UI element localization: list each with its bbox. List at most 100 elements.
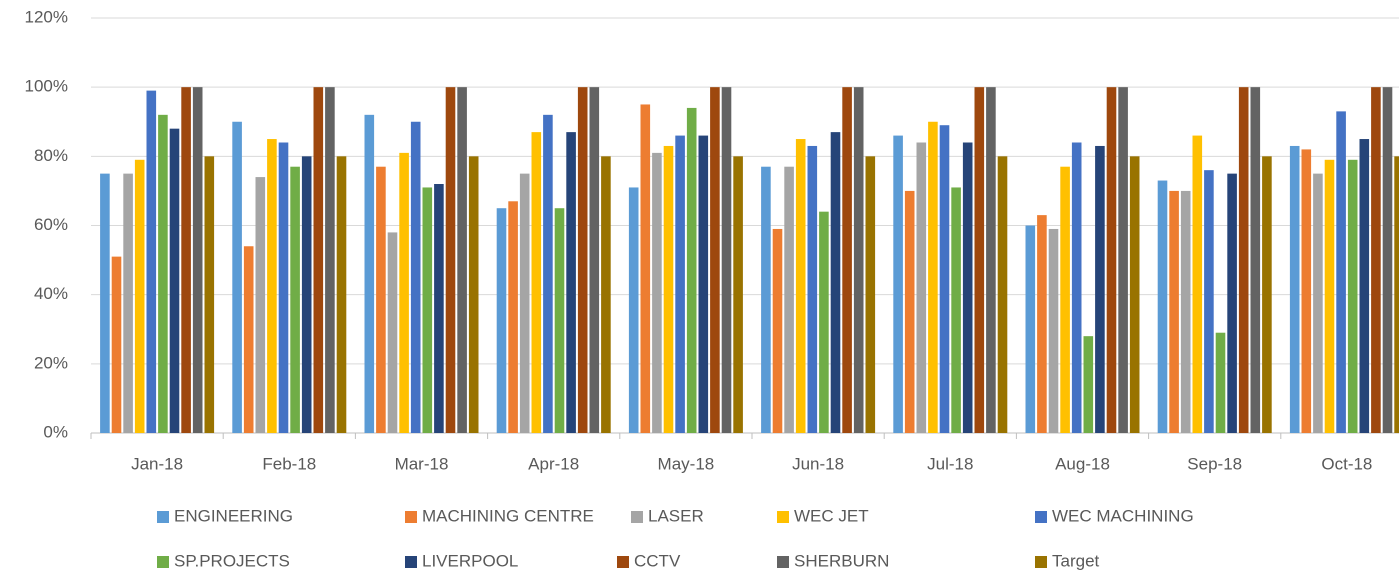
bar: [146, 90, 157, 433]
legend-swatch: [777, 556, 789, 568]
bar: [710, 87, 720, 434]
bar: [434, 184, 444, 433]
bar: [243, 246, 254, 433]
bar: [1083, 336, 1094, 433]
legend-swatch: [777, 511, 789, 523]
bar: [601, 156, 611, 434]
x-tick-label: Feb-18: [262, 454, 316, 473]
bar: [1336, 111, 1346, 433]
bar: [325, 87, 335, 434]
bar: [1204, 170, 1214, 433]
bar: [865, 156, 876, 434]
x-tick-label: Jun-18: [792, 454, 844, 473]
legend-label: SHERBURN: [794, 551, 889, 570]
bar: [686, 107, 697, 434]
bar: [640, 104, 651, 433]
bar: [519, 173, 530, 433]
bar: [1095, 145, 1105, 434]
bar: [1382, 87, 1393, 434]
bar: [1250, 87, 1261, 434]
x-tick-label: Jul-18: [927, 454, 973, 473]
bar: [1106, 87, 1117, 434]
legend-label: SP.PROJECTS: [174, 551, 290, 570]
legend-swatch: [631, 511, 643, 523]
x-tick-label: Sep-18: [1187, 454, 1242, 473]
legend-label: LIVERPOOL: [422, 551, 518, 570]
bar: [819, 211, 829, 433]
bar: [721, 87, 732, 434]
bar: [1238, 87, 1249, 434]
y-tick-label: 100%: [25, 77, 68, 96]
bar: [1129, 156, 1140, 434]
bar: [267, 139, 277, 433]
bar: [566, 132, 576, 433]
bar: [986, 87, 996, 434]
bar: [951, 187, 961, 433]
bar: [1157, 180, 1168, 433]
bar: [1394, 156, 1399, 434]
bar: [1037, 215, 1047, 433]
bar: [1025, 225, 1036, 433]
bar: [1169, 190, 1179, 433]
bar: [663, 145, 674, 434]
bar: [761, 166, 771, 434]
bar: [1192, 135, 1203, 434]
bar: [169, 128, 180, 433]
bar: [158, 114, 168, 433]
bar: [543, 114, 553, 433]
bar: [939, 125, 950, 433]
y-tick-label: 20%: [34, 353, 68, 372]
bar: [916, 142, 927, 433]
bar: [387, 232, 398, 433]
bar: [928, 121, 938, 433]
legend-label: Target: [1052, 551, 1100, 570]
bar: [1347, 159, 1358, 433]
y-tick-label: 40%: [34, 284, 68, 303]
bar: [290, 166, 300, 434]
bar: [508, 201, 518, 433]
bar: [1060, 166, 1070, 434]
bar: [531, 132, 542, 433]
legend-label: WEC MACHINING: [1052, 506, 1194, 525]
bar: [468, 156, 479, 434]
bar: [853, 87, 864, 434]
bar: [336, 156, 347, 434]
legend-label: CCTV: [634, 551, 681, 570]
bar: [1301, 149, 1312, 433]
bar: [628, 187, 639, 433]
bar: [1048, 228, 1059, 433]
y-tick-label: 80%: [34, 146, 68, 165]
legend-label: ENGINEERING: [174, 506, 293, 525]
bar: [496, 208, 507, 433]
legend-label: MACHINING CENTRE: [422, 506, 594, 525]
bar: [313, 87, 324, 434]
bar: [399, 152, 409, 433]
bar: [364, 114, 375, 433]
bar: [784, 166, 794, 434]
y-tick-label: 0%: [43, 422, 68, 441]
bar: [675, 135, 685, 434]
bar: [255, 177, 266, 433]
x-tick-label: Jan-18: [131, 454, 183, 473]
bar: [123, 173, 133, 433]
bar: [232, 121, 242, 433]
x-tick-label: Aug-18: [1055, 454, 1110, 473]
bar: [842, 87, 852, 434]
bar: [445, 87, 456, 434]
x-tick-label: May-18: [658, 454, 715, 473]
bar: [301, 156, 312, 434]
bar: [1262, 156, 1272, 434]
legend-swatch: [405, 556, 417, 568]
bar: [830, 132, 841, 433]
bar: [100, 173, 110, 433]
x-tick-label: Oct-18: [1321, 454, 1372, 473]
bar: [997, 156, 1008, 434]
bar: [422, 187, 433, 433]
bar: [962, 142, 973, 433]
bar: [278, 142, 289, 433]
bar: [554, 208, 565, 433]
bar: [410, 121, 421, 433]
legend-label: LASER: [648, 506, 704, 525]
bar: [204, 156, 215, 434]
bar: [1215, 332, 1226, 433]
